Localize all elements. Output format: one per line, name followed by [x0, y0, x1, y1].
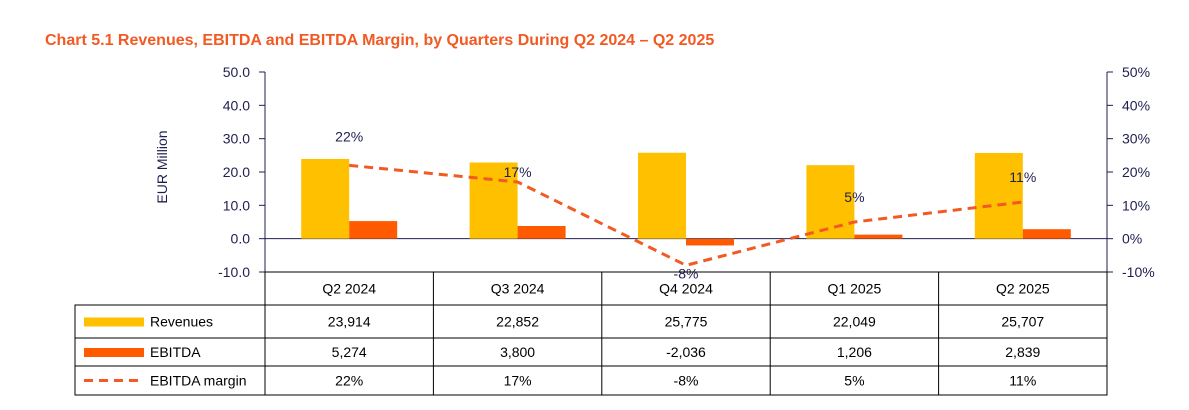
- table-cell: 2,839: [1005, 344, 1040, 360]
- bar-ebitda: [1022, 229, 1071, 239]
- y-tick-label-left: 20.0: [223, 164, 250, 180]
- y-tick-label-left: 10.0: [223, 197, 250, 213]
- x-category-label: Q2 2025: [996, 281, 1050, 297]
- chart-title: Chart 5.1 Revenues, EBITDA and EBITDA Ma…: [45, 32, 715, 49]
- y-tick-label-right: 20%: [1122, 164, 1150, 180]
- x-category-label: Q1 2025: [828, 281, 882, 297]
- legend-key-ebitda: [84, 348, 144, 357]
- data-label-margin: -8%: [674, 265, 699, 281]
- y-axis-title: EUR Million: [154, 130, 170, 203]
- legend-label: EBITDA: [150, 344, 201, 360]
- bar-ebitda: [517, 226, 566, 239]
- y-tick-label-right: 50%: [1122, 64, 1150, 80]
- table-cell: 22,852: [496, 314, 539, 330]
- bar-ebitda: [686, 238, 734, 246]
- y-tick-label-left: 30.0: [223, 131, 250, 147]
- legend-key-revenues: [84, 317, 144, 327]
- x-category-label: Q2 2024: [322, 281, 376, 297]
- y-tick-label-right: 40%: [1122, 97, 1150, 113]
- table-cell: 22%: [335, 373, 363, 389]
- table-cell: 11%: [1009, 373, 1036, 389]
- y-tick-label-right: 30%: [1122, 131, 1150, 147]
- bar-revenues: [974, 152, 1023, 239]
- x-category-label: Q4 2024: [659, 281, 713, 297]
- y-tick-label-right: -10%: [1122, 264, 1155, 280]
- table-cell: 25,775: [665, 314, 708, 330]
- data-label-margin: 17%: [504, 164, 532, 180]
- bar-ebitda: [854, 234, 903, 239]
- table-cell: 22,049: [833, 314, 876, 330]
- y-tick-label-left: -10.0: [218, 264, 250, 280]
- bar-revenues: [469, 162, 518, 239]
- y-tick-label-left: 40.0: [223, 97, 250, 113]
- bar-revenues: [638, 152, 686, 239]
- bar-ebitda: [349, 221, 398, 239]
- legend-label: Revenues: [150, 314, 213, 330]
- table-cell: 3,800: [500, 344, 535, 360]
- x-category-label: Q3 2024: [491, 281, 545, 297]
- bar-revenues: [301, 158, 350, 239]
- y-tick-label-left: 50.0: [223, 64, 250, 80]
- legend-label: EBITDA margin: [150, 373, 246, 389]
- y-tick-label-right: 0%: [1122, 231, 1142, 247]
- data-label-margin: 11%: [1009, 169, 1036, 185]
- table-cell: 17%: [504, 373, 532, 389]
- y-tick-label-left: 0.0: [231, 231, 251, 247]
- table-cell: 5%: [844, 373, 864, 389]
- data-label-margin: 22%: [335, 128, 363, 144]
- line-ebitda-margin: [349, 163, 1023, 267]
- table-cell: -2,036: [666, 344, 706, 360]
- table-cell: -8%: [674, 373, 699, 389]
- table-cell: 1,206: [837, 344, 872, 360]
- data-label-margin: 5%: [844, 189, 864, 205]
- y-tick-label-right: 10%: [1122, 197, 1150, 213]
- table-cell: 23,914: [328, 314, 371, 330]
- table-cell: 25,707: [1001, 314, 1044, 330]
- table-cell: 5,274: [332, 344, 367, 360]
- bar-revenues: [806, 165, 855, 239]
